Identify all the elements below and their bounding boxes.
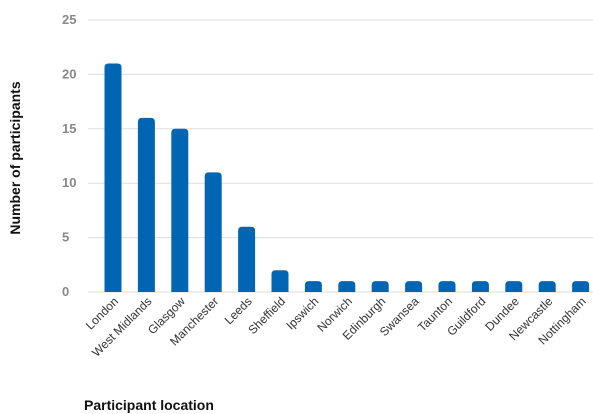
y-tick-label: 20 <box>62 66 76 81</box>
bar-dundee <box>505 281 523 292</box>
bar-guildford <box>471 281 489 292</box>
y-tick-label: 5 <box>62 230 69 245</box>
bar-glasgow <box>171 128 189 292</box>
gridlines <box>88 19 593 293</box>
bar-edinburgh <box>371 281 389 292</box>
y-tick-label: 15 <box>62 121 76 136</box>
bar-london <box>104 63 122 292</box>
bar-sheffield <box>271 270 289 292</box>
bar-taunton <box>438 281 456 292</box>
bar-ipswich <box>304 281 322 292</box>
bar-newcastle <box>538 281 556 292</box>
bar-manchester <box>204 172 222 292</box>
bar-norwich <box>338 281 356 292</box>
bars <box>104 63 590 292</box>
x-tick-label: Sheffield <box>245 294 288 337</box>
bar-nottingham <box>572 281 590 292</box>
y-axis-title: Number of participants <box>7 81 23 234</box>
y-tick-label: 25 <box>62 12 76 27</box>
bar-leeds <box>238 226 256 292</box>
y-tick-label: 0 <box>62 284 69 299</box>
y-tick-label: 10 <box>62 175 76 190</box>
bar-west-midlands <box>137 117 155 292</box>
x-axis-title: Participant location <box>84 397 214 413</box>
bar-swansea <box>405 281 423 292</box>
y-axis-ticks: 0 5 10 15 20 25 <box>62 12 76 299</box>
